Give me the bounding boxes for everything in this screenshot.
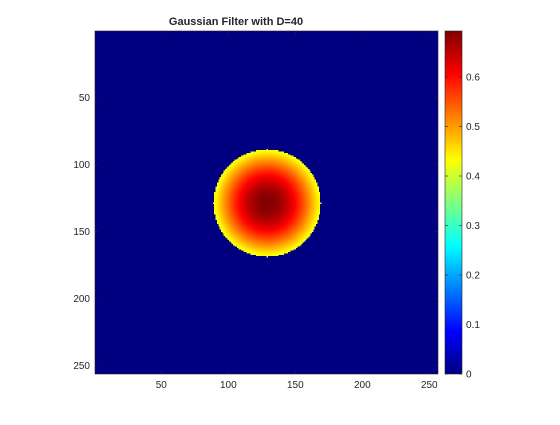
colorbar-tick-label: 0.6 bbox=[466, 73, 480, 84]
colorbar-tick-label: 0 bbox=[466, 370, 472, 381]
x-tick-label: 50 bbox=[156, 380, 168, 391]
y-tick-label: 150 bbox=[73, 227, 90, 238]
heatmap-image bbox=[95, 31, 438, 374]
colorbar-tick-label: 0.4 bbox=[466, 172, 480, 183]
y-tick-label: 50 bbox=[79, 93, 91, 104]
x-tick-label: 200 bbox=[354, 380, 371, 391]
colorbar bbox=[444, 30, 463, 375]
y-tick-label: 250 bbox=[73, 361, 90, 372]
colorbar-tick-label: 0.3 bbox=[466, 221, 480, 232]
x-tick-label: 250 bbox=[421, 380, 438, 391]
x-tick-label: 150 bbox=[287, 380, 304, 391]
y-tick-label: 100 bbox=[73, 160, 90, 171]
x-tick-label: 100 bbox=[220, 380, 237, 391]
colorbar-tick-label: 0.2 bbox=[466, 271, 480, 282]
chart-title: Gaussian Filter with D=40 bbox=[169, 16, 303, 28]
plot-frame bbox=[94, 30, 439, 375]
y-tick-label: 200 bbox=[73, 294, 90, 305]
colorbar-tick-label: 0.1 bbox=[466, 320, 480, 331]
colorbar-tick-label: 0.5 bbox=[466, 122, 480, 133]
